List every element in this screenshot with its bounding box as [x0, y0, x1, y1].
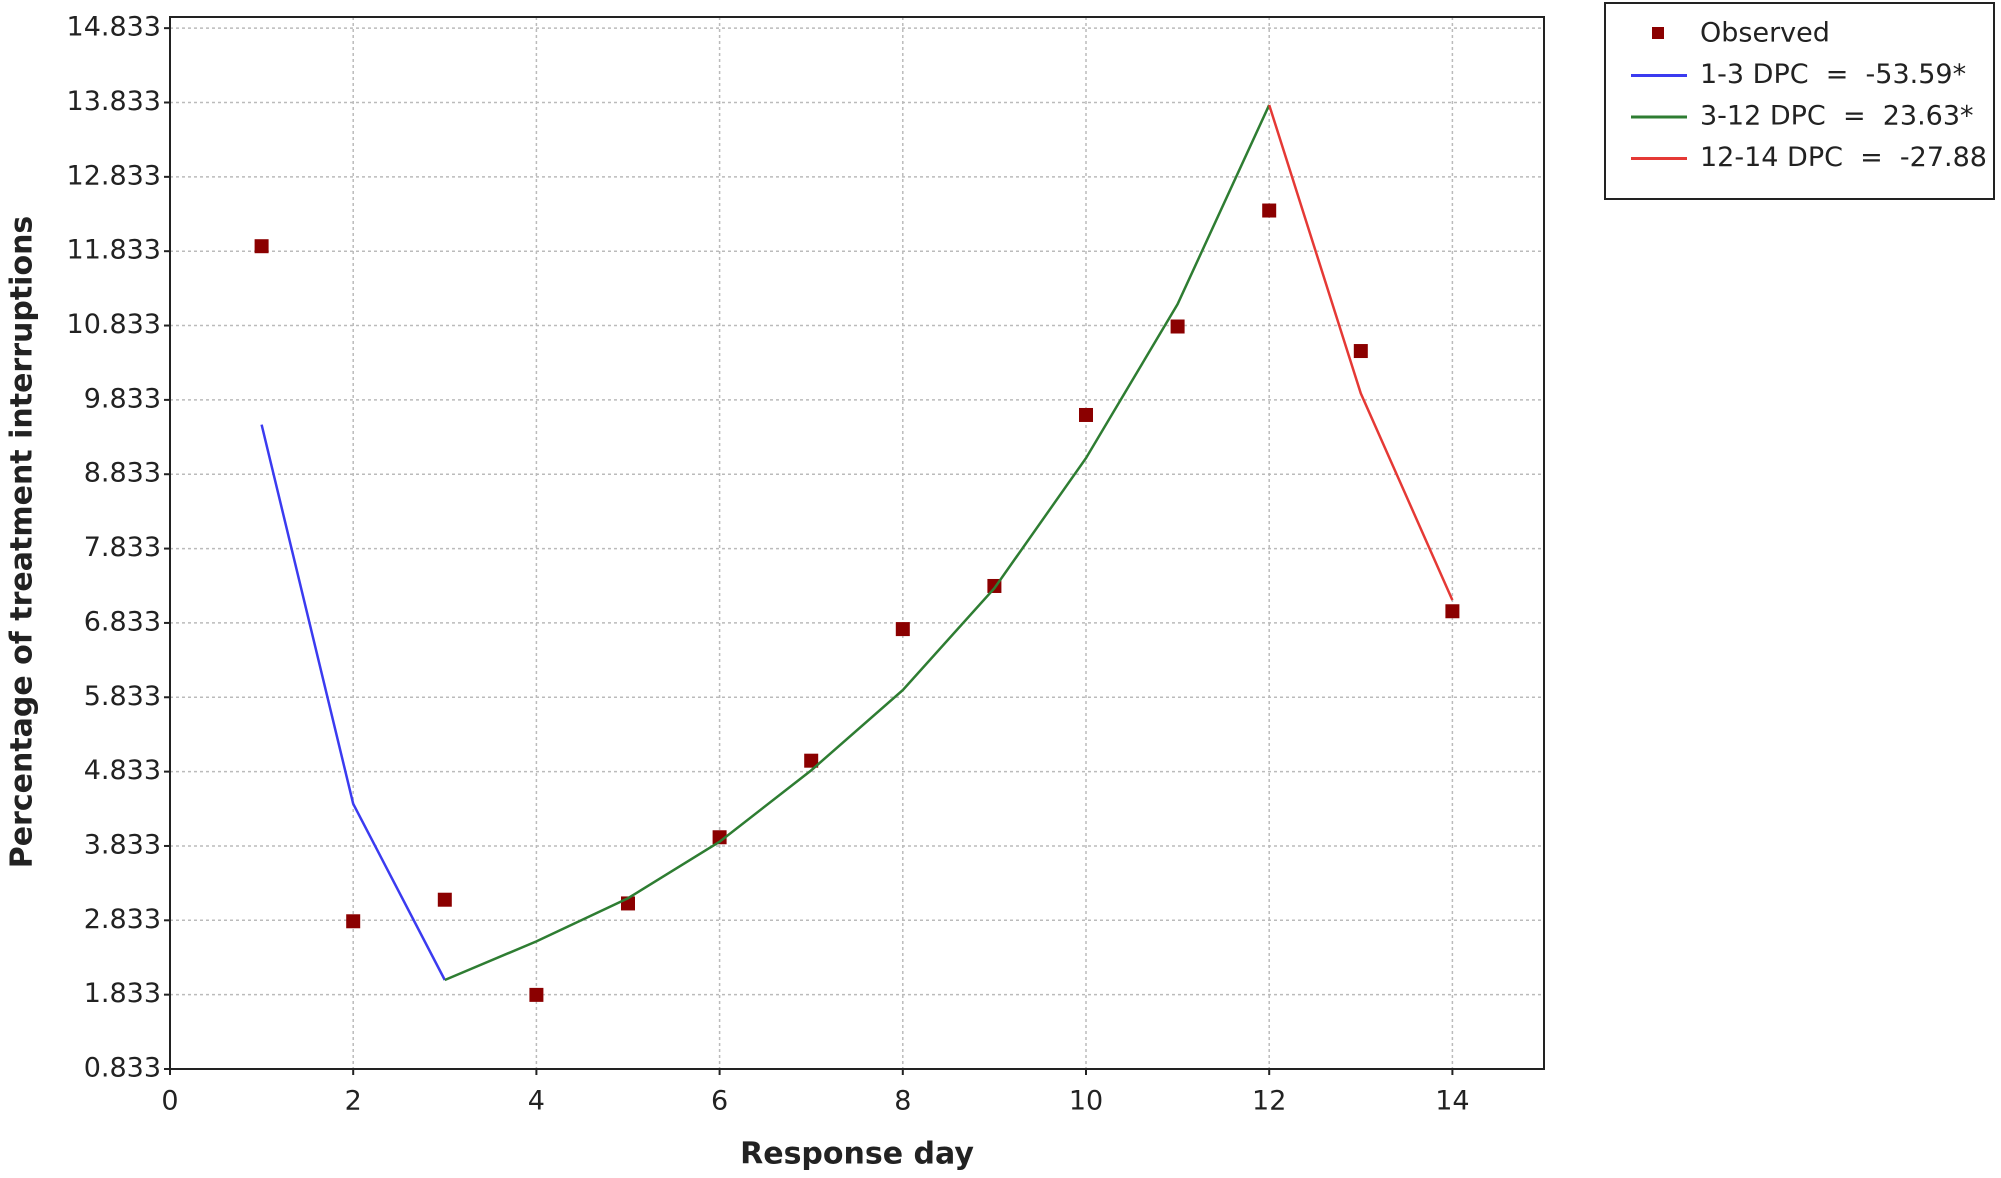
y-tick-label: 11.833 [67, 235, 161, 266]
legend-label: Observed [1700, 18, 1830, 49]
trend-line [1268, 104, 1454, 601]
y-tick-label: 8.833 [84, 458, 161, 489]
y-tick-label: 6.833 [84, 606, 161, 637]
x-tick-label: 4 [528, 1086, 545, 1117]
legend-box [1604, 2, 1995, 200]
y-tick-label: 10.833 [67, 309, 161, 340]
trend-line [260, 424, 446, 981]
y-tick-label: 0.833 [84, 1053, 161, 1084]
observed-point [1353, 344, 1368, 359]
observed-point [254, 239, 269, 254]
observed-point [895, 622, 910, 637]
legend-label: 3-12 DPC = 23.63* [1700, 101, 1974, 132]
legend-marker [1652, 27, 1664, 39]
legend-label: 12-14 DPC = -27.88 [1700, 142, 1987, 173]
x-tick-label: 6 [711, 1086, 728, 1117]
observed-point [529, 987, 544, 1002]
y-tick-label: 4.833 [84, 755, 161, 786]
y-tick-label: 13.833 [67, 86, 161, 117]
y-tick-label: 9.833 [84, 383, 161, 414]
observed-point [804, 753, 819, 768]
observed-point [712, 830, 727, 845]
x-tick-label: 14 [1435, 1086, 1469, 1117]
observed-point [1079, 407, 1093, 422]
trend-line [444, 104, 1271, 982]
x-tick-label: 12 [1252, 1086, 1286, 1117]
observed-point [1170, 319, 1185, 334]
observed-point [437, 892, 452, 907]
x-tick-label: 2 [345, 1086, 362, 1117]
x-tick-label: 0 [161, 1086, 178, 1117]
plot-frame [169, 16, 1545, 1070]
y-axis-label: Percentage of treatment interruptions [5, 216, 40, 869]
y-tick-label: 2.833 [84, 904, 161, 935]
y-tick-label: 14.833 [67, 12, 161, 43]
legend-label: 1-3 DPC = -53.59* [1700, 59, 1966, 90]
y-tick-label: 1.833 [84, 978, 161, 1009]
observed-point [1445, 604, 1460, 619]
observed-point [346, 914, 361, 929]
observed-point [1262, 203, 1277, 218]
x-axis-label: Response day [740, 1137, 974, 1172]
y-tick-label: 12.833 [67, 160, 161, 191]
x-tick-label: 8 [894, 1086, 911, 1117]
x-tick-label: 10 [1069, 1086, 1103, 1117]
y-tick-label: 7.833 [84, 532, 161, 563]
y-tick-label: 3.833 [84, 829, 161, 860]
y-tick-label: 5.833 [84, 681, 161, 712]
